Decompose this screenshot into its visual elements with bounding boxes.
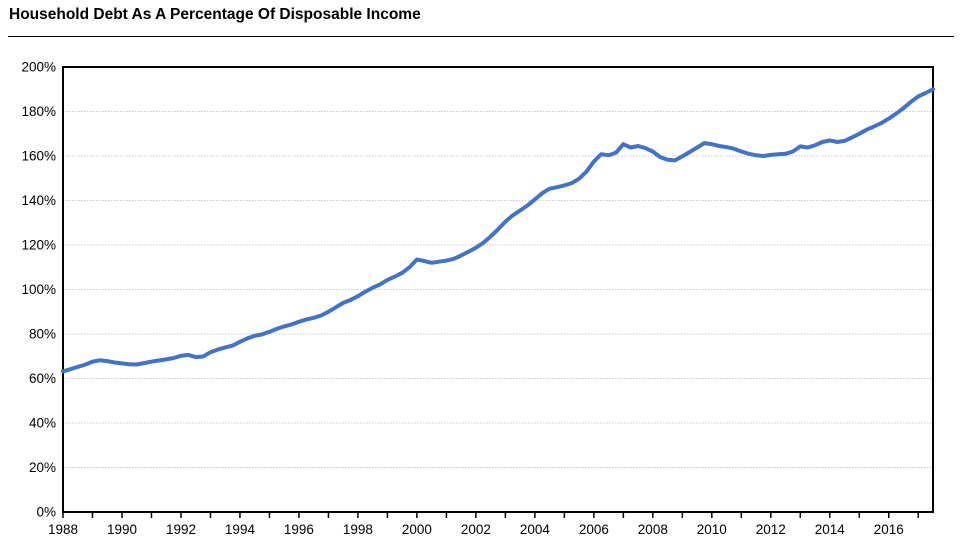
x-axis-tick-label: 2012 bbox=[756, 522, 786, 537]
plot-border bbox=[62, 66, 934, 513]
debt-ratio-line-series bbox=[61, 87, 935, 374]
x-axis-tick-label: 2014 bbox=[815, 522, 846, 537]
x-axis-tick-label: 1998 bbox=[343, 522, 373, 537]
y-axis-tick-label: 40% bbox=[29, 416, 56, 431]
x-axis-tick-label: 2002 bbox=[461, 522, 491, 537]
y-axis-tick-label: 80% bbox=[29, 327, 56, 342]
x-axis-tick-label: 1990 bbox=[107, 522, 137, 537]
y-axis-tick-label: 200% bbox=[21, 60, 56, 75]
y-axis-tick-label: 120% bbox=[21, 238, 56, 253]
y-axis-tick-label: 60% bbox=[29, 371, 56, 386]
x-axis-tick-label: 2000 bbox=[402, 522, 432, 537]
y-axis-tick-label: 160% bbox=[21, 149, 56, 164]
y-axis-tick-label: 100% bbox=[21, 282, 56, 297]
title-rule bbox=[8, 36, 954, 37]
y-axis-tick-label: 0% bbox=[36, 505, 56, 520]
y-axis-tick-label: 20% bbox=[29, 460, 56, 475]
x-axis-tick-label: 1996 bbox=[284, 522, 314, 537]
y-axis-tick-label: 140% bbox=[21, 193, 56, 208]
x-axis-tick-label: 2010 bbox=[697, 522, 727, 537]
x-axis-tick-label: 2016 bbox=[874, 522, 904, 537]
x-axis-tick-label: 2006 bbox=[579, 522, 609, 537]
x-axis-tick-label: 1994 bbox=[225, 522, 256, 537]
x-axis-tick-label: 1992 bbox=[166, 522, 196, 537]
x-axis-tick-label: 2008 bbox=[638, 522, 668, 537]
x-axis-tick-label: 2004 bbox=[520, 522, 551, 537]
chart-title: Household Debt As A Percentage Of Dispos… bbox=[9, 6, 421, 23]
y-axis-tick-label: 180% bbox=[21, 104, 56, 119]
x-axis-tick-label: 1988 bbox=[48, 522, 78, 537]
